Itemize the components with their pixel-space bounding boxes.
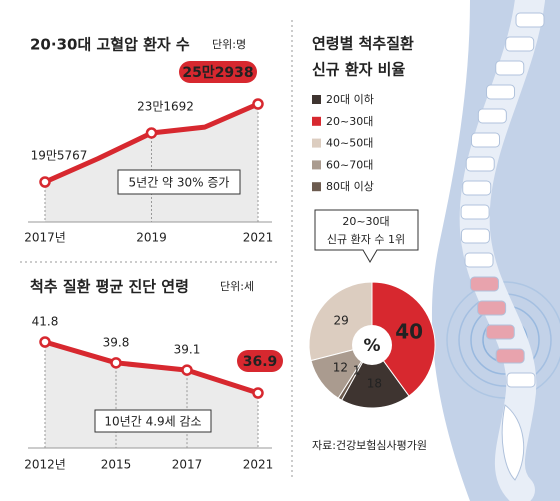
x-tick-label: 2015 (101, 458, 132, 472)
legend-label: 20대 이하 (326, 92, 374, 106)
annotation: 10년간 4.9세 감소 (104, 415, 201, 429)
vertebra (460, 204, 490, 220)
highlight-box (237, 350, 283, 372)
annotation-box (117, 169, 241, 195)
vertebra (486, 84, 516, 100)
annotation: 5년간 약 30% 증가 (129, 175, 230, 190)
vertebra (515, 12, 545, 28)
chart-title: 20·30대 고혈압 환자 수 (30, 36, 190, 54)
marker (252, 98, 264, 110)
vertebra (477, 300, 507, 316)
value-label: 1 (353, 363, 361, 377)
unit-label: 단위:세 (220, 280, 254, 293)
value-label: 40 (395, 319, 423, 343)
x-tick-label: 2012년 (24, 458, 66, 472)
legend-swatch (312, 160, 321, 170)
value-label: 36.9 (243, 354, 278, 370)
highlight-box (179, 61, 257, 83)
vertebrae (460, 12, 545, 388)
pie-slice (371, 281, 436, 397)
legend-swatch (312, 138, 321, 148)
x-tick-label: 2021 (243, 458, 274, 472)
value-label: 12 (333, 360, 348, 374)
tailbone (501, 404, 525, 481)
pie-center (352, 325, 392, 365)
legend-label: 80대 이상 (326, 180, 374, 193)
value-label: 29 (333, 314, 348, 328)
line (44, 339, 259, 396)
annotation-box (94, 409, 212, 433)
unit-label: 단위:명 (212, 38, 246, 51)
annotation: 20~30대 (342, 215, 389, 228)
chart-title: 신규 환자 비율 (312, 61, 405, 79)
value-label: 23만1692 (137, 99, 194, 113)
center-label: % (363, 336, 380, 356)
vertebra (495, 348, 525, 364)
marker (39, 336, 51, 348)
pie-slice (340, 344, 410, 409)
value-label: 19만5767 (31, 149, 88, 163)
value-label: 39.1 (174, 343, 201, 357)
vertebra (465, 156, 495, 172)
x-tick-label: 2021 (243, 231, 274, 245)
value-label: 25만2938 (182, 65, 253, 81)
marker (145, 127, 158, 139)
legend-label: 60~70대 (326, 158, 373, 171)
vertebra (505, 36, 535, 52)
chart-title: 척추 질환 평균 진단 연령 (30, 278, 189, 296)
chart-title: 연령별 척추질환 (312, 35, 414, 53)
vertebra (460, 228, 490, 244)
marker (110, 357, 122, 369)
marker (252, 387, 264, 399)
value-label: 41.8 (32, 315, 59, 329)
legend-label: 40~50대 (326, 137, 373, 150)
vertebra (477, 108, 507, 124)
x-tick-label: 2017년 (24, 231, 66, 245)
x-tick-label: 2017 (172, 458, 203, 472)
vertebra (464, 252, 494, 268)
vertebra (495, 60, 525, 76)
callout-box (314, 209, 419, 263)
legend-swatch (312, 182, 321, 192)
vertebra (462, 180, 492, 196)
source: 자료:건강보험심사평가원 (312, 439, 427, 452)
vertebra (471, 132, 501, 148)
vertebra (485, 324, 515, 340)
legend-swatch (312, 95, 321, 104)
marker (181, 364, 193, 376)
vertebra (506, 372, 536, 388)
vertebra (469, 276, 499, 292)
annotation: 신규 환자 수 1위 (327, 233, 405, 246)
x-tick-label: 2019 (136, 231, 167, 245)
value-label: 18 (367, 376, 382, 390)
legend-label: 20~30대 (326, 115, 373, 128)
value-label: 39.8 (103, 335, 130, 349)
legend-swatch (312, 116, 321, 126)
marker (39, 176, 51, 188)
